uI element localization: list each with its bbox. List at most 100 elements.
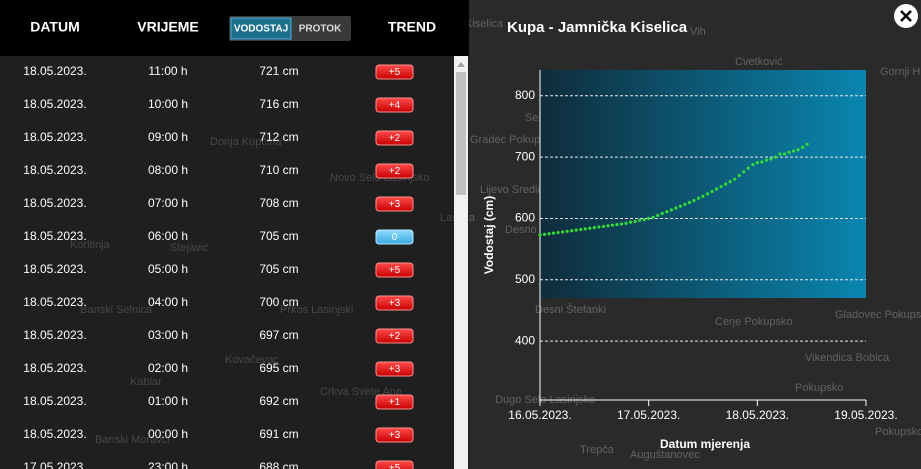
data-point [547, 232, 551, 236]
trend-badge [375, 295, 414, 311]
data-point [674, 206, 678, 210]
data-point [660, 211, 664, 216]
trend-badge [375, 394, 414, 410]
data-point [701, 194, 705, 198]
data-point [683, 202, 687, 206]
trend-cell: +2 [389, 331, 401, 342]
time-cell: 07:00 h [148, 196, 188, 210]
data-point [764, 158, 768, 162]
y-tick-label: 400 [515, 333, 535, 347]
level-cell: 692 cm [259, 394, 298, 408]
trend-badge [375, 460, 414, 469]
data-point [742, 170, 746, 174]
data-point [801, 145, 805, 149]
trend-badge [375, 97, 414, 113]
data-point [583, 227, 587, 231]
trend-cell: +1 [389, 397, 401, 408]
y-axis-title: Vodostaj (cm) [482, 196, 496, 274]
time-cell: 01:00 h [148, 394, 188, 408]
data-point [669, 208, 673, 212]
level-cell: 712 cm [259, 130, 298, 144]
trend-cell: +3 [389, 430, 401, 441]
x-tick-label: 16.05.2023. [508, 408, 571, 422]
column-header: VRIJEME [137, 19, 198, 35]
level-cell: 697 cm [259, 328, 298, 342]
level-cell: 716 cm [259, 97, 298, 111]
tab-label[interactable]: PROTOK [299, 24, 342, 35]
column-header: DATUM [30, 19, 80, 35]
data-point [561, 230, 565, 234]
scroll-up[interactable] [457, 62, 465, 67]
data-point [665, 210, 669, 214]
trend-badge [375, 328, 414, 344]
data-point [579, 227, 583, 232]
date-cell: 18.05.2023. [23, 163, 86, 177]
plot-band [540, 70, 866, 298]
trend-badge [375, 262, 414, 278]
time-cell: 04:00 h [148, 295, 188, 309]
chart-title: Kupa - Jamnička Kiselica [507, 19, 688, 36]
time-cell: 02:00 h [148, 361, 188, 375]
y-tick-label: 500 [515, 272, 535, 286]
data-point [606, 224, 610, 228]
data-point [542, 232, 547, 236]
data-point [692, 199, 696, 203]
data-point [705, 192, 710, 196]
data-point [696, 196, 701, 200]
level-cell: 688 cm [259, 460, 298, 469]
date-cell: 18.05.2023. [23, 130, 86, 144]
trend-badge [375, 196, 414, 212]
data-point [778, 152, 782, 156]
data-point [651, 215, 655, 219]
data-point [628, 220, 633, 224]
time-cell: 06:00 h [148, 229, 188, 243]
y-tick-label: 600 [515, 211, 535, 225]
data-point [556, 230, 560, 235]
date-cell: 18.05.2023. [23, 64, 86, 78]
trend-cell: +4 [389, 100, 401, 111]
x-tick-label: 17.05.2023. [617, 408, 680, 422]
trend-cell: +3 [389, 298, 401, 309]
level-cell: 710 cm [259, 163, 298, 177]
data-point [597, 225, 601, 229]
date-cell: 18.05.2023. [23, 328, 86, 342]
y-tick-label: 700 [515, 149, 535, 163]
data-point [724, 182, 728, 186]
level-cell: 691 cm [259, 427, 298, 441]
trend-badge [375, 229, 414, 245]
trend-cell: +5 [389, 265, 401, 276]
date-cell: 18.05.2023. [23, 394, 86, 408]
y-tick-label: 800 [515, 88, 535, 102]
data-point [782, 152, 787, 156]
data-point [687, 200, 692, 205]
level-cell: 705 cm [259, 229, 298, 243]
data-point [615, 222, 619, 227]
level-cell: 705 cm [259, 262, 298, 276]
level-cell: 708 cm [259, 196, 298, 210]
level-cell: 700 cm [259, 295, 298, 309]
data-point [719, 184, 723, 189]
data-point [570, 229, 574, 233]
trend-cell: +2 [389, 133, 401, 144]
data-point [642, 218, 646, 222]
data-point [565, 229, 569, 233]
date-cell: 18.05.2023. [23, 229, 86, 243]
close-icon[interactable] [900, 10, 912, 22]
data-point [678, 204, 682, 208]
tab-active[interactable] [230, 17, 292, 40]
trend-badge [375, 163, 414, 179]
data-point [737, 173, 741, 178]
trend-cell: 0 [392, 232, 398, 243]
data-point [760, 160, 764, 164]
data-point [551, 231, 556, 235]
time-cell: 09:00 h [148, 130, 188, 144]
x-tick-label: 19.05.2023. [834, 408, 897, 422]
time-cell: 08:00 h [148, 163, 188, 177]
level-cell: 721 cm [259, 64, 298, 78]
data-point [633, 219, 637, 224]
trend-badge [375, 361, 414, 377]
tab-label[interactable]: VODOSTAJ [234, 24, 288, 35]
data-point [746, 166, 750, 170]
trend-cell: +2 [389, 166, 401, 177]
scroll-thumb[interactable] [456, 72, 466, 195]
